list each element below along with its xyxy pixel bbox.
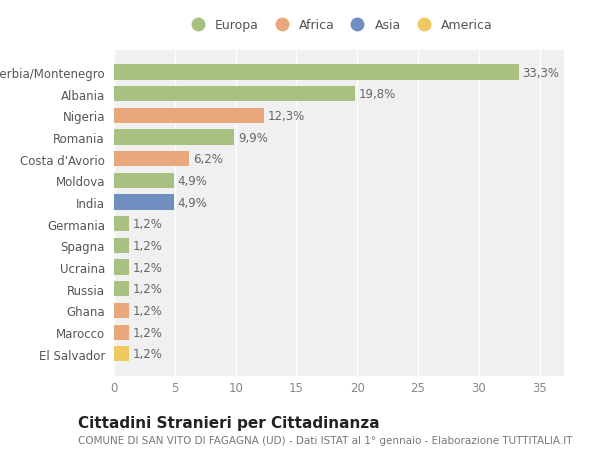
Bar [114,108,263,123]
Text: 1,2%: 1,2% [132,240,162,252]
Bar [114,238,128,253]
Text: 1,2%: 1,2% [132,347,162,360]
Text: 33,3%: 33,3% [523,67,560,79]
Text: Cittadini Stranieri per Cittadinanza: Cittadini Stranieri per Cittadinanza [78,415,380,431]
Bar [114,65,519,80]
Text: 9,9%: 9,9% [238,131,268,144]
Bar [114,130,235,146]
Bar [114,87,355,102]
Bar [114,217,128,232]
Text: 4,9%: 4,9% [177,196,207,209]
Text: 6,2%: 6,2% [193,153,223,166]
Text: 1,2%: 1,2% [132,326,162,339]
Text: 1,2%: 1,2% [132,283,162,296]
Text: 1,2%: 1,2% [132,261,162,274]
Text: 4,9%: 4,9% [177,174,207,187]
Text: 1,2%: 1,2% [132,218,162,231]
Bar [114,303,128,319]
Text: 12,3%: 12,3% [267,110,304,123]
Text: COMUNE DI SAN VITO DI FAGAGNA (UD) - Dati ISTAT al 1° gennaio - Elaborazione TUT: COMUNE DI SAN VITO DI FAGAGNA (UD) - Dat… [78,435,572,445]
Bar [114,347,128,362]
Legend: Europa, Africa, Asia, America: Europa, Africa, Asia, America [180,14,498,37]
Bar [114,174,173,189]
Bar [114,260,128,275]
Bar [114,152,190,167]
Text: 1,2%: 1,2% [132,304,162,317]
Bar [114,325,128,340]
Bar [114,281,128,297]
Text: 19,8%: 19,8% [358,88,396,101]
Bar [114,195,173,210]
